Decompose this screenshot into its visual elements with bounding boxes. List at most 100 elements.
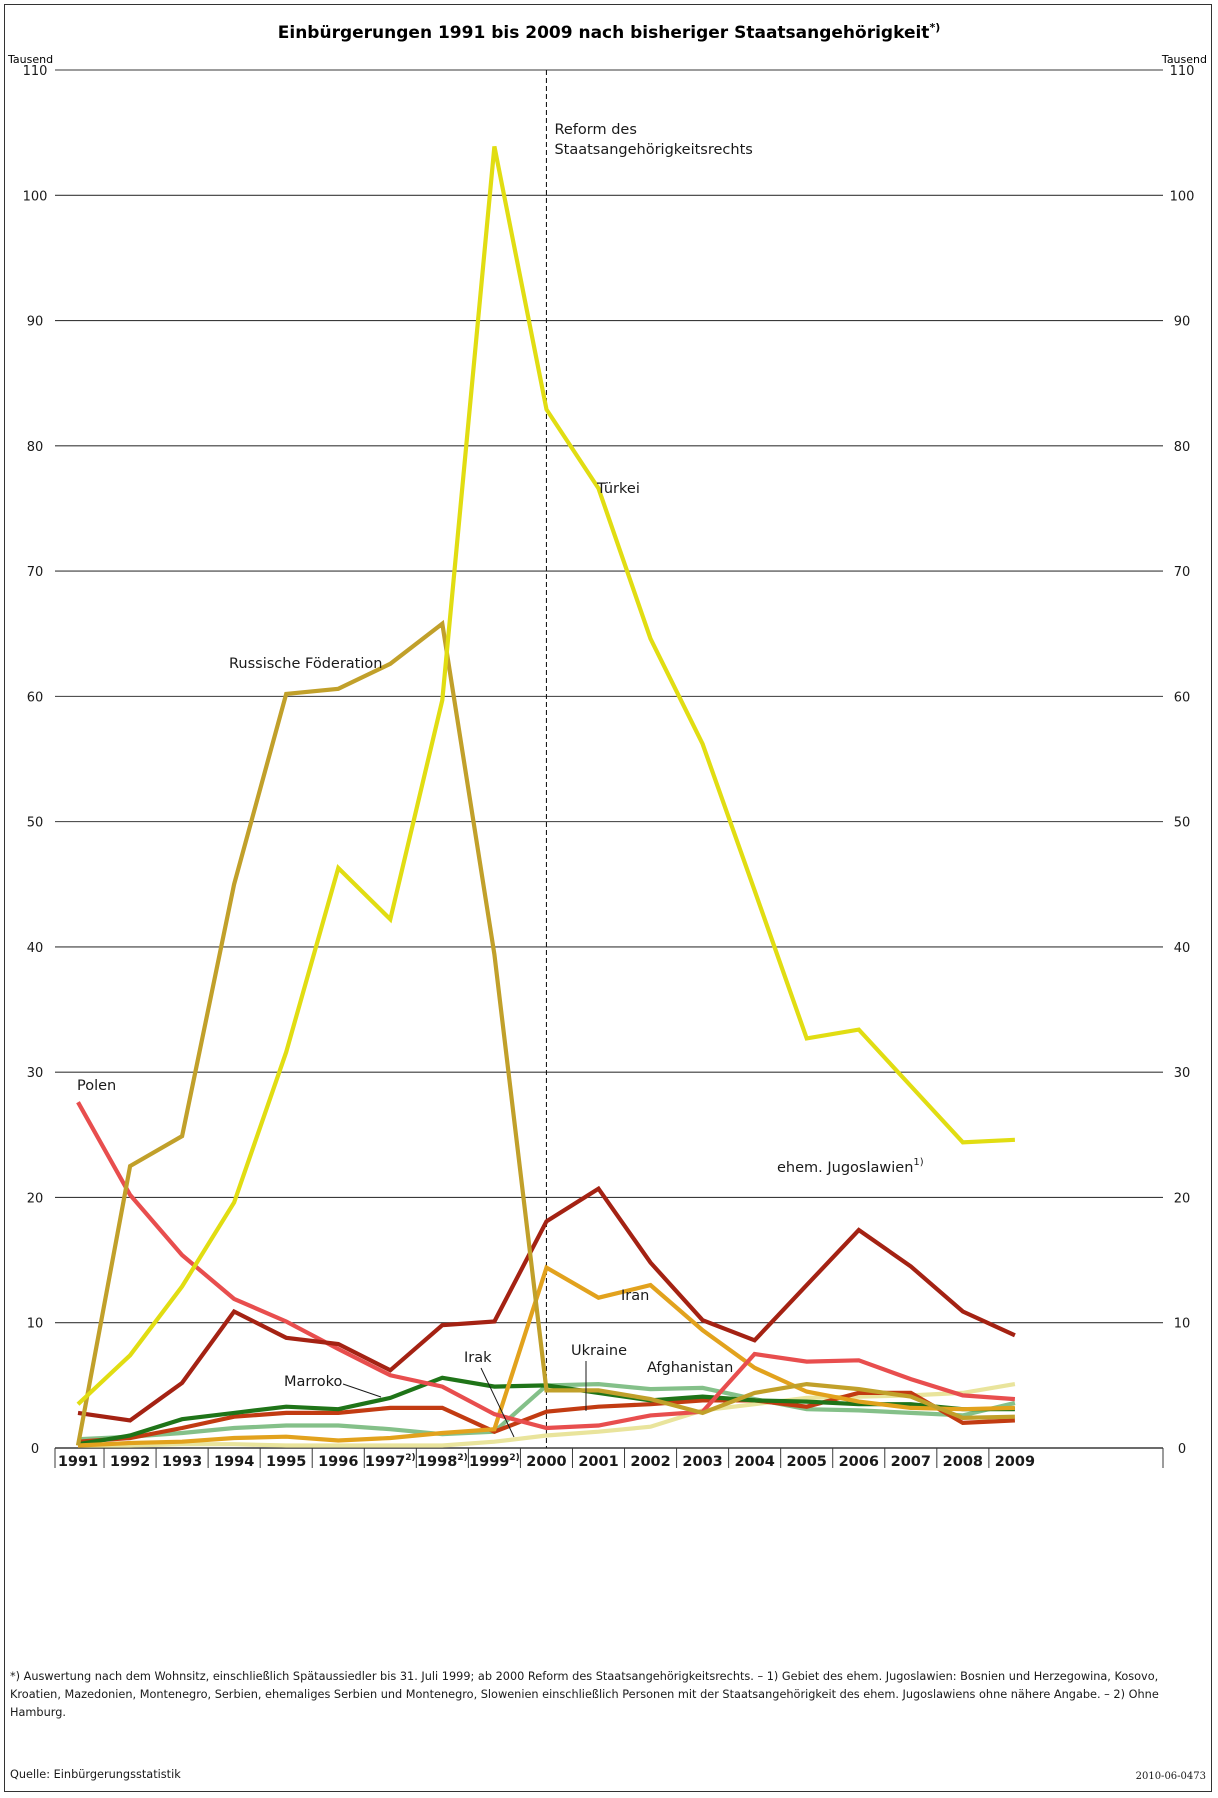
x-tick-label-1991: 1991 [58,1454,98,1470]
y-unit-right: Tausend [1161,53,1207,66]
x-tick-year: 1998 [417,1454,457,1470]
leader-irak [480,1367,515,1438]
annotation-text: ehem. Jugoslawien [777,1160,913,1176]
x-tick-label-1993: 1993 [162,1454,202,1470]
annotation-russische-f-deration: Russische Föderation [229,656,382,672]
annotation-text: Ukraine [571,1343,627,1359]
x-tick-year: 1996 [318,1454,358,1470]
reform-label-line: Staatsangehörigkeitsrechts [554,142,752,158]
x-tick-year: 1999 [469,1454,509,1470]
footnote: *) Auswertung nach dem Wohnsitz, einschl… [10,1670,1159,1719]
annotation-irak: Irak [464,1350,492,1366]
x-tick-label-2002: 2002 [630,1454,670,1470]
annotation-t-rkei: Türkei [596,481,640,497]
y-tick-left-10: 10 [27,1317,44,1332]
annotation-text: Polen [77,1078,116,1094]
x-tick-label-2004: 2004 [734,1454,774,1470]
series-line-russische-f-deration [75,619,1015,1446]
chart-title-text: Einbürgerungen 1991 bis 2009 nach bisher… [278,23,930,43]
chart-code: 2010-06-0473 [1135,1771,1206,1782]
annotation-text: Marroko [284,1374,342,1390]
x-tick-year: 1991 [58,1454,98,1470]
x-tick-year: 2000 [526,1454,566,1470]
x-tick-label-2001: 2001 [578,1454,618,1470]
y-tick-right-90: 90 [1174,315,1191,330]
x-tick-label-1995: 1995 [266,1454,306,1470]
reform-label-line: Reform des [554,122,636,138]
x-tick-year: 1992 [110,1454,150,1470]
y-tick-left-80: 80 [27,440,44,455]
y-tick-right-60: 60 [1174,690,1191,705]
annotation-text: Türkei [596,481,640,497]
y-tick-right-70: 70 [1174,565,1191,580]
y-tick-left-40: 40 [27,941,44,956]
x-tick-year: 2001 [578,1454,618,1470]
x-tick-label-1999: 19992) [469,1453,520,1470]
annotation-text: Irak [464,1350,492,1366]
line-chart: Einbürgerungen 1991 bis 2009 nach bisher… [7,21,1207,1470]
x-tick-label-2005: 2005 [787,1454,827,1470]
y-tick-left-110: 110 [23,64,48,79]
annotation-ehem-jugoslawien: ehem. Jugoslawien1) [777,1157,924,1176]
x-tick-year: 2009 [995,1454,1035,1470]
x-tick-label-1998: 19982) [417,1453,468,1470]
series-lines [75,145,1016,1448]
x-tick-label-2007: 2007 [891,1454,931,1470]
y-axis-ticks: 0 0 10 10 20 20 30 30 40 40 50 50 60 60 70 70 80 80 90 90 10… [23,64,1195,1457]
x-tick-label-2006: 2006 [839,1454,879,1470]
y-unit-left: Tausend [7,53,53,66]
chart-title: Einbürgerungen 1991 bis 2009 nach bisher… [278,21,940,43]
leader-marroko [342,1383,382,1398]
x-tick-year: 2008 [943,1454,983,1470]
gridlines [55,69,1163,1449]
x-tick-year: 1995 [266,1454,306,1470]
annotation-iran: Iran [621,1288,649,1304]
y-tick-right-0: 0 [1178,1442,1186,1457]
series-line-irak [78,1382,1016,1448]
y-tick-right-10: 10 [1174,1317,1191,1332]
y-tick-left-30: 30 [27,1066,44,1081]
chart-frame [4,4,1212,1792]
y-tick-right-40: 40 [1174,941,1191,956]
series-line-polen [76,1101,1016,1431]
y-tick-right-80: 80 [1174,440,1191,455]
x-tick-year: 2005 [787,1454,827,1470]
reform-marker: Reform des Staatsangehörigkeitsrechts [545,70,753,1448]
y-tick-right-100: 100 [1170,189,1195,204]
y-tick-right-30: 30 [1174,1066,1191,1081]
x-tick-year: 2004 [734,1454,774,1470]
y-tick-left-100: 100 [23,189,48,204]
x-tick-year: 2003 [682,1454,722,1470]
series-line-afghanistan [77,1390,1016,1444]
x-tick-label-1994: 1994 [214,1454,254,1470]
x-tick-footnote: 2) [405,1453,415,1463]
x-tick-year: 2006 [839,1454,879,1470]
y-tick-left-50: 50 [27,816,44,831]
y-tick-left-90: 90 [27,315,44,330]
x-tick-year: 1997 [365,1454,405,1470]
series-annotations: Türkei Russische Föderation Polen ehem. Jug… [77,481,924,1438]
y-tick-left-0: 0 [31,1442,39,1457]
x-axis: 1991 1992 1993 1994 1995 1996 19972) 19982) 1999… [54,1448,1164,1470]
annotation-text: Russische Föderation [229,656,382,672]
x-tick-year: 1994 [214,1454,254,1470]
y-tick-right-50: 50 [1174,816,1191,831]
x-tick-label-2003: 2003 [682,1454,722,1470]
y-tick-right-20: 20 [1174,1191,1191,1206]
series-line-ehem-jugoslawien [77,1185,1016,1423]
annotation-footnote: 1) [913,1157,923,1168]
x-tick-footnote: 2) [457,1453,467,1463]
x-tick-label-2008: 2008 [943,1454,983,1470]
x-tick-label-1996: 1996 [318,1454,358,1470]
annotation-ukraine: Ukraine [571,1343,627,1359]
x-tick-footnote: 2) [509,1453,519,1463]
x-tick-label-2009: 2009 [995,1454,1035,1470]
chart-title-sup: *) [929,21,940,34]
annotation-marroko: Marroko [284,1374,342,1390]
source-note: Quelle: Einbürgerungsstatistik [10,1768,181,1781]
series-line-t-rkei [76,145,1016,1406]
annotation-polen: Polen [77,1078,116,1094]
x-tick-year: 1993 [162,1454,202,1470]
annotation-text: Afghanistan [647,1360,733,1376]
x-tick-year: 2007 [891,1454,931,1470]
